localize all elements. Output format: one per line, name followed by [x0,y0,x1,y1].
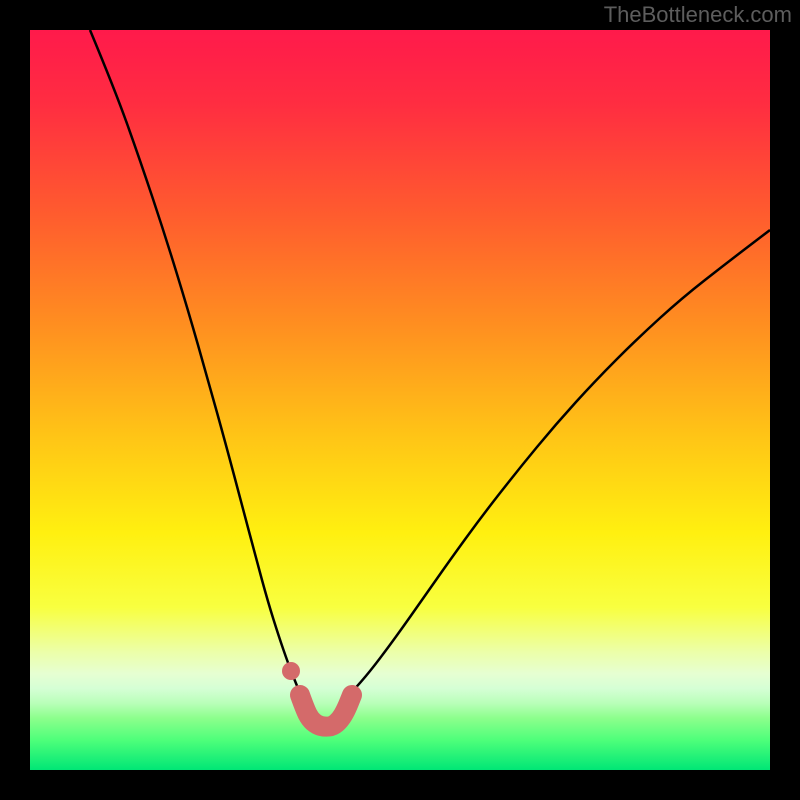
plot-area [30,30,770,770]
watermark-text: TheBottleneck.com [604,2,792,28]
gradient-background [30,30,770,770]
chart-container: TheBottleneck.com [0,0,800,800]
valley-marker-dot [282,662,300,680]
